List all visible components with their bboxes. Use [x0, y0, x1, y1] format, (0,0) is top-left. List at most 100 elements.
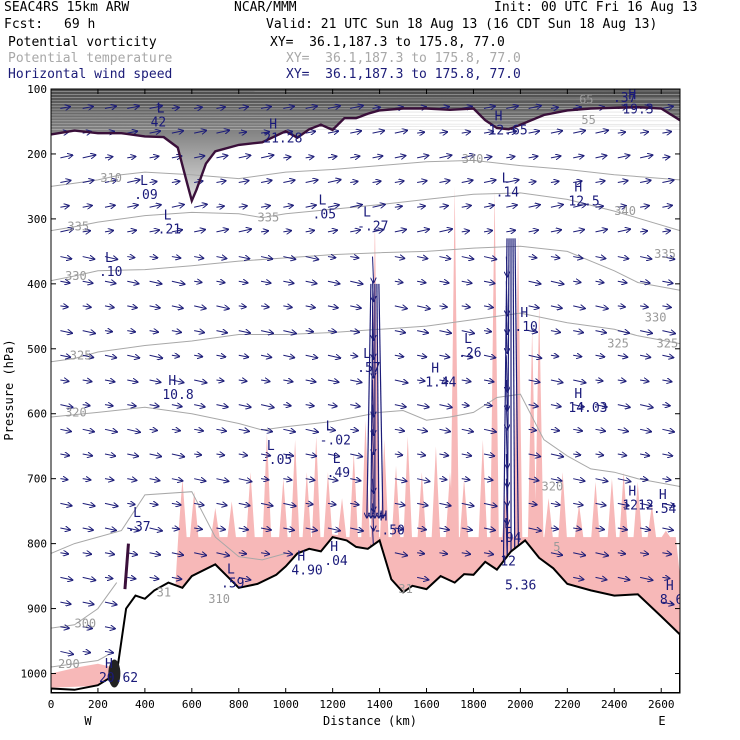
- extremum-symbol: L: [363, 205, 371, 220]
- wind-vector: [528, 230, 538, 232]
- wind-vector: [171, 281, 185, 284]
- wind-vector: [662, 380, 671, 382]
- wind-vector: [417, 229, 429, 232]
- wind-vector: [171, 331, 181, 333]
- wind-vector: [373, 404, 374, 436]
- strat-contour-streak: [51, 105, 680, 108]
- wind-vector: [60, 429, 71, 431]
- wind-vector: [550, 205, 563, 208]
- wind-vector: [662, 281, 672, 283]
- wind-vector: [238, 107, 248, 109]
- wind-vector: [461, 155, 475, 158]
- wind-vector: [483, 429, 496, 432]
- wind-vector: [305, 380, 316, 382]
- wind-vector: [394, 355, 403, 356]
- wind-vector: [573, 156, 583, 158]
- wind-vector: [149, 281, 162, 284]
- wind-vector: [417, 132, 424, 133]
- wind-vector: [238, 553, 246, 554]
- wind-vector: [260, 380, 269, 381]
- wind-vector: [260, 180, 272, 182]
- wind-vector: [327, 156, 336, 157]
- wind-vector: [595, 503, 606, 505]
- wind-vector: [149, 131, 161, 133]
- isentrope-label: 335: [258, 211, 280, 225]
- wind-vector: [550, 306, 562, 308]
- wind-vector: [662, 331, 675, 334]
- wind-vector: [127, 355, 139, 358]
- wind-vector: [82, 106, 93, 108]
- wind-vector: [350, 454, 362, 457]
- wind-vector: [82, 180, 94, 182]
- wind-vector: [617, 206, 626, 207]
- wind-vector: [127, 205, 138, 207]
- wind-vector: [283, 306, 291, 307]
- wind-vector: [283, 157, 290, 158]
- extremum-symbol: L: [319, 194, 327, 209]
- wind-vector: [305, 306, 315, 308]
- wind-vector: [82, 602, 94, 604]
- isentrope-label: 335: [654, 247, 676, 261]
- wind-vector: [60, 577, 72, 580]
- wind-vector: [550, 405, 561, 407]
- wind-vector: [60, 528, 69, 530]
- wind-vector: [528, 281, 541, 284]
- wind-vector: [439, 503, 450, 505]
- wind-vector: [528, 156, 538, 158]
- wind-vector: [483, 257, 496, 260]
- wind-vector: [662, 205, 671, 207]
- wind-vector: [350, 380, 361, 382]
- wind-vector: [640, 479, 647, 480]
- strong-wind-vector: [367, 283, 372, 518]
- wind-vector: [373, 429, 374, 454]
- wind-vector: [327, 257, 335, 258]
- extremum-value: .10: [514, 320, 537, 335]
- wind-vector: [550, 528, 558, 529]
- wind-vector: [595, 257, 606, 259]
- wind-vector: [327, 205, 339, 207]
- init-time: Init: 00 UTC Fri 16 Aug 13: [494, 0, 698, 15]
- strat-contour-streak: [51, 90, 680, 92]
- wind-vector: [595, 479, 608, 482]
- isentrope-310: [51, 491, 286, 561]
- wind-vector: [461, 479, 470, 480]
- extremum-value: 1212: [622, 499, 653, 514]
- wind-vector: [573, 355, 581, 356]
- wind-vector: [372, 204, 385, 207]
- isentrope-label: 325: [657, 337, 679, 351]
- wind-vector: [149, 553, 161, 555]
- x-tick-label: 2600: [648, 698, 675, 711]
- wind-vector: [483, 157, 491, 158]
- terrain-pv-blob: [108, 659, 121, 688]
- wind-vector: [127, 180, 139, 183]
- wind-vector: [439, 380, 447, 381]
- wind-vector: [550, 181, 559, 182]
- wind-vector: [461, 331, 474, 334]
- wind-vector: [595, 454, 604, 455]
- wind-vector: [171, 205, 184, 208]
- wind-vector: [662, 577, 669, 578]
- wind-vector: [617, 528, 627, 530]
- wind-vector: [194, 230, 205, 232]
- wind-vector: [104, 651, 113, 652]
- wind-vector: [350, 230, 360, 232]
- wind-vector: [283, 528, 294, 530]
- wind-vector: [550, 380, 563, 383]
- wind-vector: [617, 331, 629, 333]
- y-axis-title: Pressure (hPa): [2, 339, 16, 440]
- wind-vector: [283, 106, 294, 108]
- wind-vector: [394, 281, 403, 282]
- wind-vector: [439, 257, 450, 259]
- wind-vector: [595, 306, 608, 309]
- isentrope-label: 65: [579, 92, 593, 106]
- wind-vector: [327, 355, 340, 358]
- wind-vector: [238, 528, 248, 530]
- extremum-symbol: H: [105, 657, 113, 672]
- wind-vector: [573, 230, 584, 232]
- wind-vector: [104, 157, 112, 158]
- wind-vector: [372, 156, 383, 158]
- wind-vector: [595, 577, 607, 579]
- extremum-value: 10.8: [162, 388, 193, 403]
- wind-vector: [417, 281, 425, 282]
- wind-vector: [260, 231, 268, 232]
